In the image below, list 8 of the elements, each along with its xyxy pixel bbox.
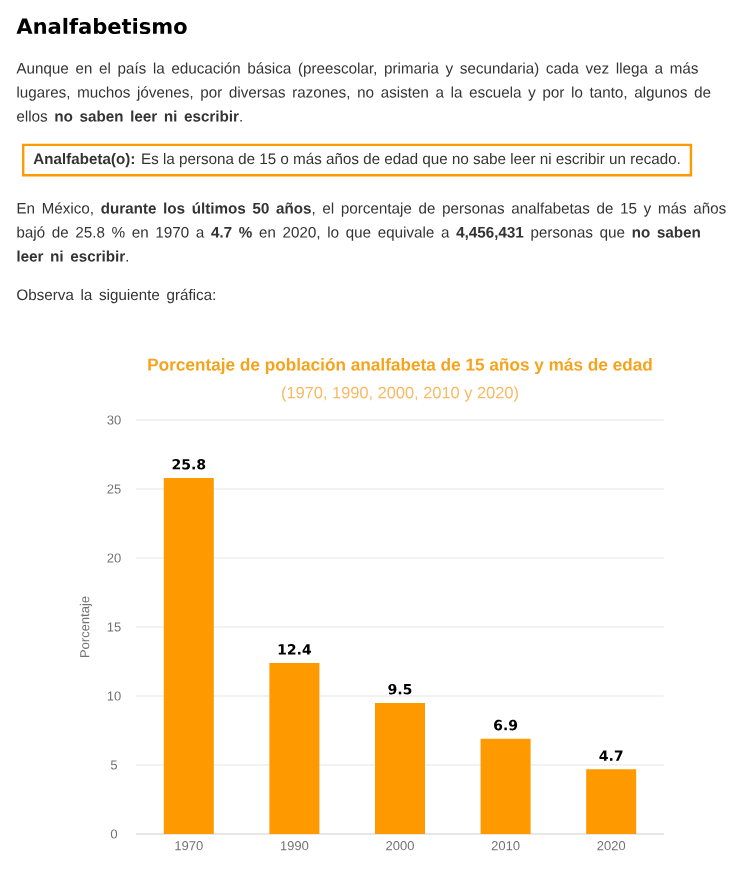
bar	[163, 477, 214, 834]
bar	[586, 769, 637, 834]
chart-subtitle: (1970, 1990, 2000, 2010 y 2020)	[282, 386, 518, 402]
bar	[269, 662, 320, 834]
bar	[480, 738, 531, 834]
text: Analfabetismo	[16, 17, 187, 35]
bar	[375, 702, 425, 834]
chart-title: Porcentaje de población analfabeta de 15 años y más de edad	[148, 357, 652, 375]
